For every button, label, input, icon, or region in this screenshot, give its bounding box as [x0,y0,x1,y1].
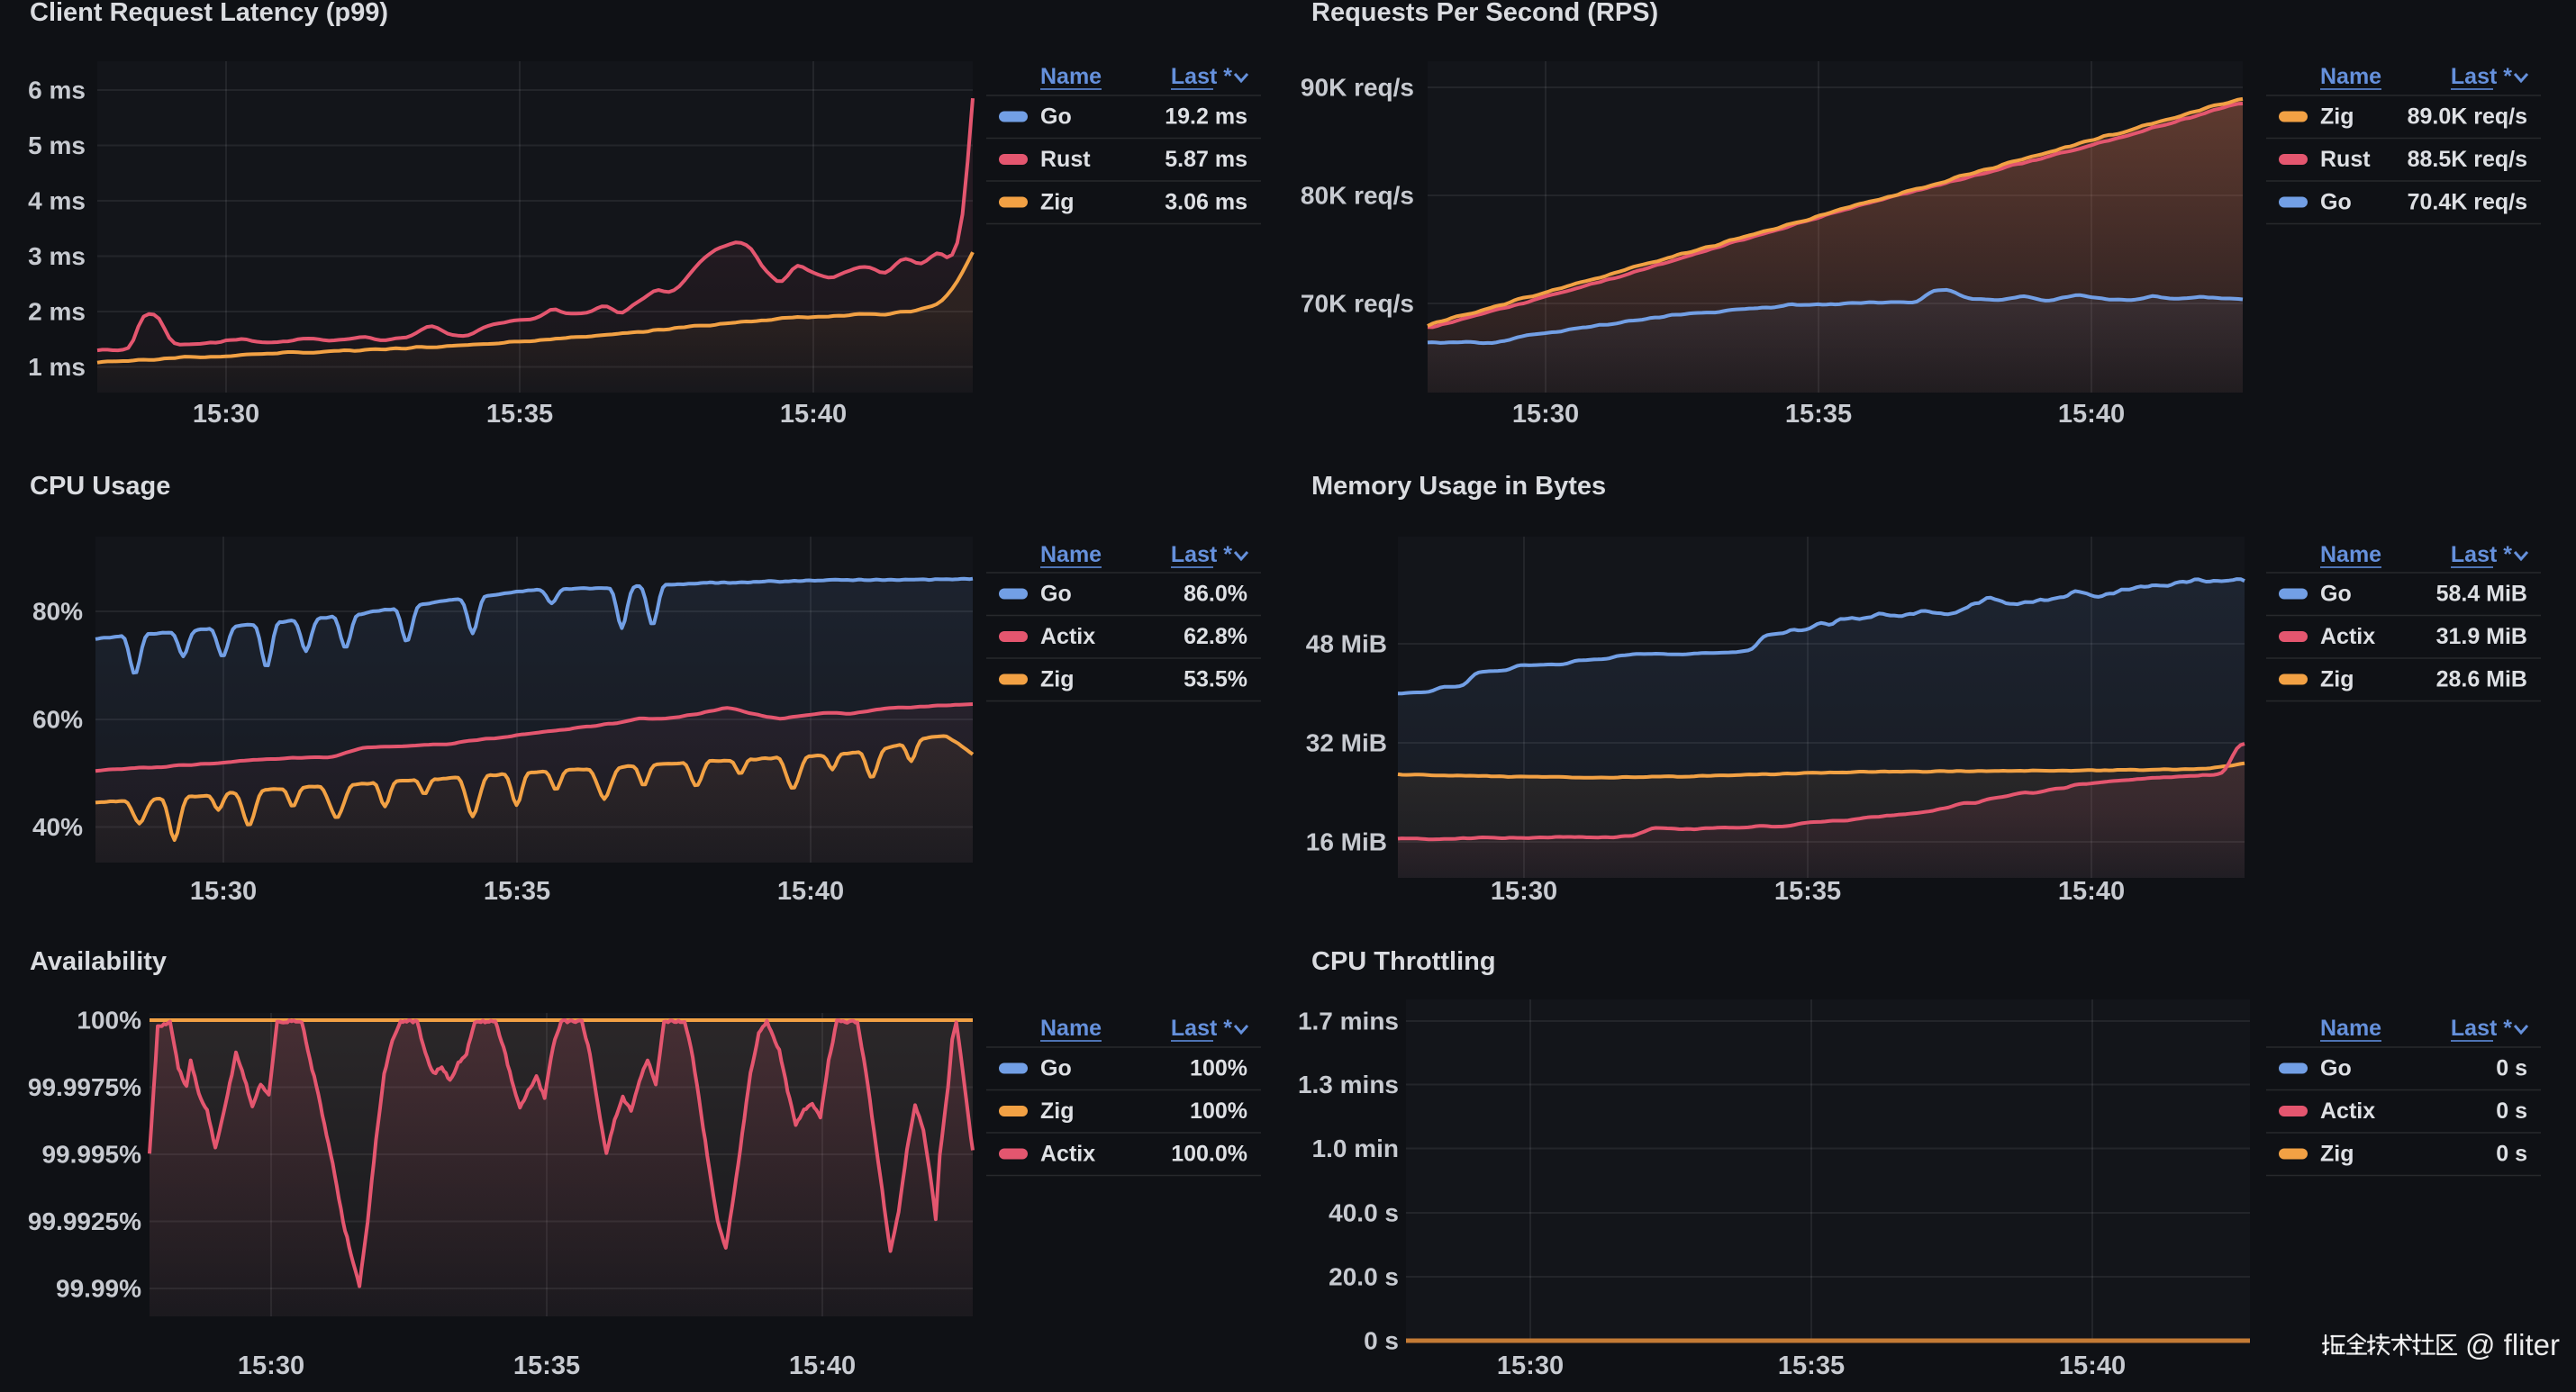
svg-text:Zig: Zig [2320,104,2354,130]
svg-text:48 MiB: 48 MiB [1306,630,1387,658]
svg-text:16 MiB: 16 MiB [1306,828,1387,856]
svg-text:80%: 80% [32,598,83,626]
svg-text:Go: Go [2320,190,2352,215]
svg-text:Go: Go [1040,582,1072,607]
svg-text:28.6 MiB: 28.6 MiB [2436,667,2527,692]
svg-text:Last *: Last * [1171,1016,1232,1041]
svg-text:40%: 40% [32,813,83,841]
svg-text:0 s: 0 s [2496,1098,2527,1124]
svg-text:62.8%: 62.8% [1184,624,1247,649]
svg-text:Go: Go [2320,582,2352,607]
svg-text:15:30: 15:30 [1497,1351,1564,1380]
svg-text:15:40: 15:40 [777,877,844,906]
svg-text:Name: Name [2320,1016,2381,1041]
svg-text:Name: Name [1040,542,1102,567]
svg-text:100%: 100% [1190,1098,1247,1124]
svg-text:0 s: 0 s [2496,1142,2527,1167]
svg-text:15:40: 15:40 [789,1351,856,1380]
svg-text:15:35: 15:35 [1774,877,1841,906]
svg-text:20.0 s: 20.0 s [1329,1263,1399,1291]
svg-text:Zig: Zig [1040,190,1075,215]
svg-text:80K req/s: 80K req/s [1301,182,1414,210]
svg-text:3.06 ms: 3.06 ms [1165,190,1247,215]
svg-text:19.2 ms: 19.2 ms [1165,104,1247,130]
svg-text:60%: 60% [32,706,83,734]
svg-text:99.9975%: 99.9975% [28,1073,141,1101]
svg-text:70K req/s: 70K req/s [1301,290,1414,318]
svg-text:Last *: Last * [2451,542,2512,567]
svg-text:15:35: 15:35 [484,877,550,906]
svg-text:58.4 MiB: 58.4 MiB [2436,582,2527,607]
svg-text:Go: Go [1040,104,1072,130]
svg-text:1 ms: 1 ms [28,353,86,381]
svg-text:Last *: Last * [2451,64,2512,89]
svg-text:0 s: 0 s [1364,1327,1399,1355]
svg-text:15:30: 15:30 [1512,400,1579,429]
svg-text:6 ms: 6 ms [28,77,86,104]
svg-text:70.4K req/s: 70.4K req/s [2408,190,2527,215]
svg-text:1.0 min: 1.0 min [1312,1134,1399,1162]
svg-text:@ fliter: @ fliter [2465,1328,2560,1361]
svg-text:Actix: Actix [1040,1142,1095,1167]
svg-text:Client Request Latency (p99): Client Request Latency (p99) [30,0,388,27]
svg-text:15:30: 15:30 [193,400,259,429]
svg-text:15:35: 15:35 [1778,1351,1845,1380]
svg-text:CPU Throttling: CPU Throttling [1311,947,1496,976]
svg-text:99.995%: 99.995% [41,1141,141,1169]
svg-text:15:40: 15:40 [780,400,847,429]
svg-text:15:40: 15:40 [2058,877,2125,906]
svg-text:0 s: 0 s [2496,1056,2527,1081]
svg-text:Rust: Rust [1040,147,1091,172]
svg-text:100%: 100% [1190,1056,1247,1081]
svg-text:5.87 ms: 5.87 ms [1165,147,1247,172]
svg-text:Actix: Actix [1040,624,1095,649]
svg-text:100.0%: 100.0% [1171,1142,1247,1167]
svg-text:15:35: 15:35 [1785,400,1852,429]
svg-text:Zig: Zig [1040,667,1075,692]
svg-text:Requests Per Second (RPS): Requests Per Second (RPS) [1311,0,1658,27]
svg-text:40.0 s: 40.0 s [1329,1199,1399,1227]
svg-text:Memory Usage in Bytes: Memory Usage in Bytes [1311,472,1606,501]
svg-text:15:35: 15:35 [486,400,553,429]
svg-text:2 ms: 2 ms [28,298,86,326]
svg-text:Name: Name [2320,542,2381,567]
svg-text:1.3 mins: 1.3 mins [1298,1071,1399,1098]
svg-text:Zig: Zig [1040,1098,1075,1124]
svg-text:Go: Go [2320,1056,2352,1081]
svg-text:Name: Name [1040,64,1102,89]
svg-text:53.5%: 53.5% [1184,667,1247,692]
svg-text:89.0K req/s: 89.0K req/s [2408,104,2527,130]
svg-text:Last *: Last * [1171,64,1232,89]
svg-text:Actix: Actix [2320,1098,2375,1124]
svg-text:88.5K req/s: 88.5K req/s [2408,147,2527,172]
svg-text:15:40: 15:40 [2059,1351,2126,1380]
svg-text:15:35: 15:35 [513,1351,580,1380]
svg-text:32 MiB: 32 MiB [1306,729,1387,757]
svg-text:CPU Usage: CPU Usage [30,472,170,501]
svg-text:Last *: Last * [1171,542,1232,567]
svg-text:3 ms: 3 ms [28,242,86,270]
svg-text:Actix: Actix [2320,624,2375,649]
svg-text:15:30: 15:30 [1491,877,1557,906]
svg-text:1.7 mins: 1.7 mins [1298,1008,1399,1035]
svg-text:Name: Name [1040,1016,1102,1041]
svg-text:Last *: Last * [2451,1016,2512,1041]
svg-text:90K req/s: 90K req/s [1301,74,1414,102]
svg-text:100%: 100% [77,1007,141,1035]
svg-text:4 ms: 4 ms [28,187,86,215]
svg-text:Availability: Availability [30,947,167,976]
svg-text:31.9 MiB: 31.9 MiB [2436,624,2527,649]
svg-text:99.99%: 99.99% [56,1275,141,1303]
svg-text:86.0%: 86.0% [1184,582,1247,607]
svg-text:Zig: Zig [2320,667,2354,692]
svg-text:Name: Name [2320,64,2381,89]
svg-text:15:30: 15:30 [190,877,257,906]
svg-text:5 ms: 5 ms [28,131,86,159]
svg-text:99.9925%: 99.9925% [28,1207,141,1235]
svg-text:Zig: Zig [2320,1142,2354,1167]
svg-text:15:30: 15:30 [238,1351,304,1380]
svg-text:Go: Go [1040,1056,1072,1081]
svg-text:15:40: 15:40 [2058,400,2125,429]
svg-text:Rust: Rust [2320,147,2371,172]
